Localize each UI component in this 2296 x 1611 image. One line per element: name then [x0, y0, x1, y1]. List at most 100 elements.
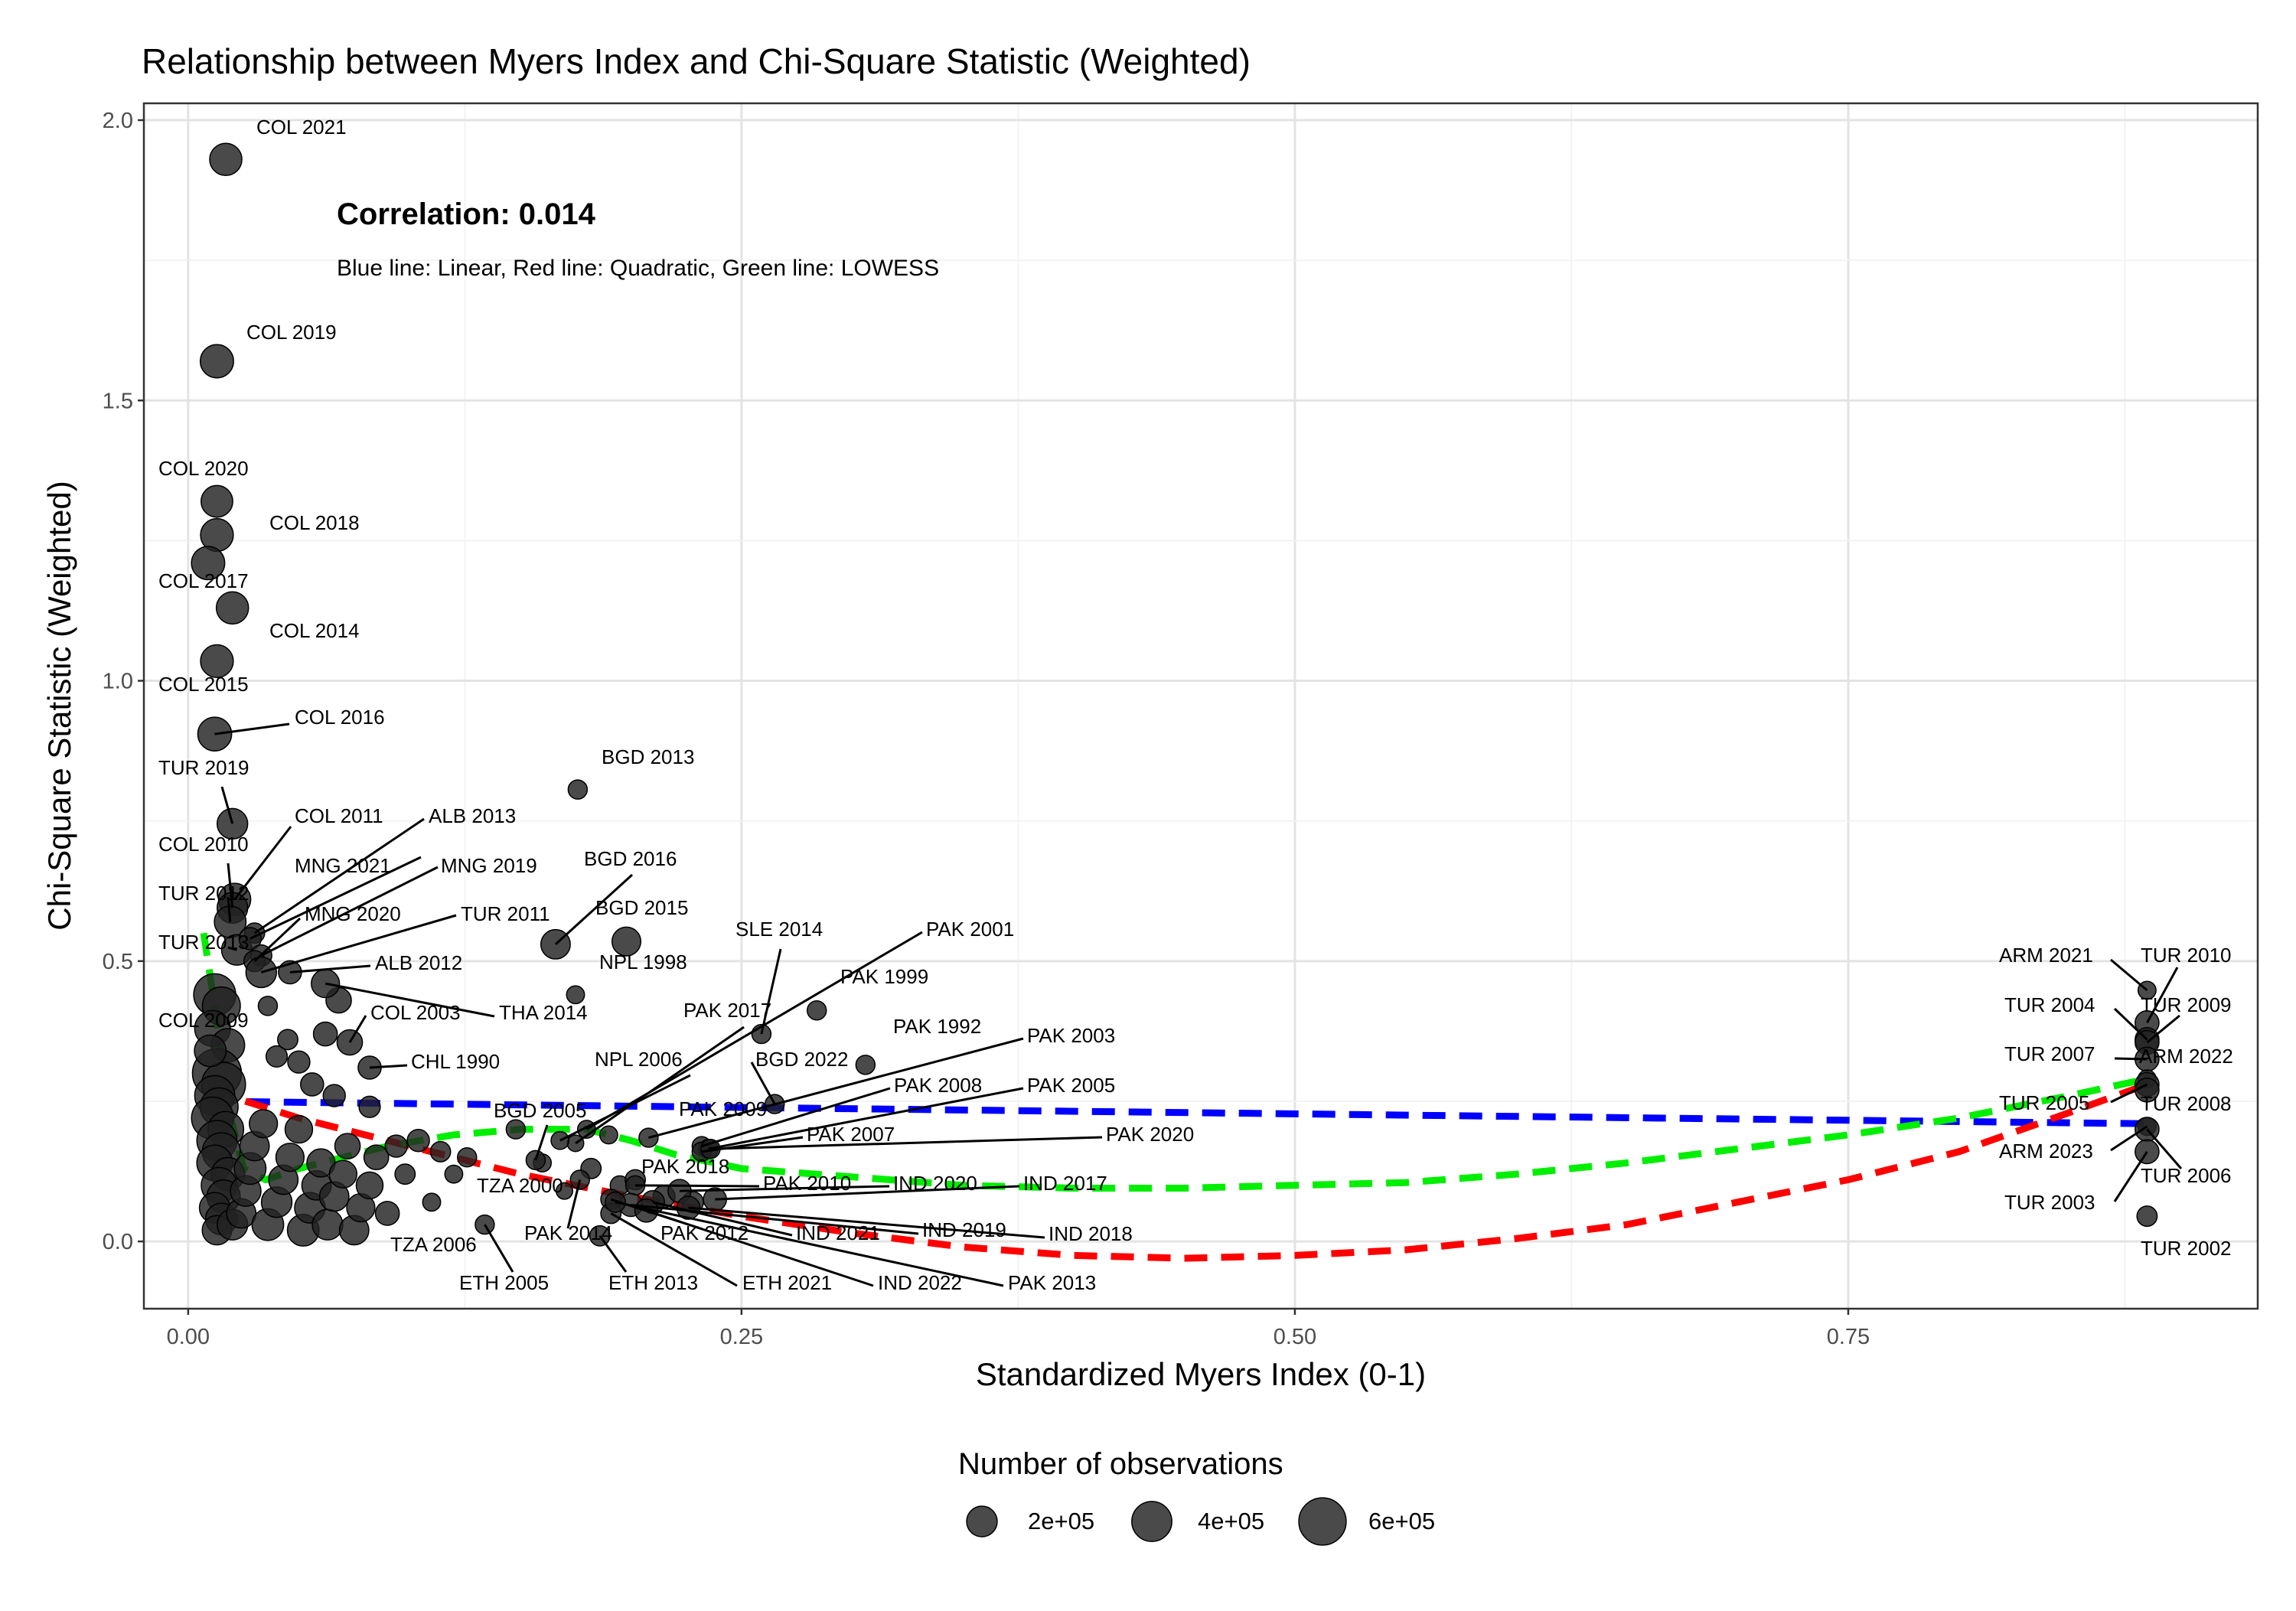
point-label: ARM 2021: [1999, 944, 2093, 967]
data-point: [806, 1000, 827, 1021]
data-point: [249, 1109, 279, 1139]
legend-swatch: [966, 1505, 998, 1538]
data-point: [287, 1050, 311, 1074]
fit-line-linear: [210, 1097, 2148, 1127]
data-point: [245, 956, 278, 989]
point-label: TUR 2012: [158, 882, 249, 905]
data-point: [334, 1133, 361, 1159]
label-leader: [652, 1201, 793, 1237]
data-point: [384, 1134, 408, 1158]
point-label: TUR 2009: [2141, 993, 2232, 1016]
data-point: [855, 1055, 876, 1075]
grid: [144, 103, 2258, 1309]
point-label: PAK 1999: [840, 965, 928, 988]
legend-title: Number of observations: [958, 1447, 1283, 1481]
plot-frame: [142, 102, 2259, 1310]
label-leader: [348, 1015, 367, 1043]
data-point: [444, 1164, 464, 1184]
label-leader: [214, 722, 290, 735]
point-label: COL 2020: [158, 457, 249, 480]
y-tick-label: 1.5: [103, 389, 133, 413]
data-point: [429, 1140, 452, 1163]
data-point: [322, 1084, 346, 1107]
data-point: [598, 1125, 618, 1145]
data-point: [328, 1159, 358, 1189]
point-label: PAK 2007: [807, 1123, 895, 1146]
point-label: TUR 2007: [2004, 1042, 2095, 1065]
label-leader: [484, 1224, 514, 1273]
label-leader: [325, 982, 495, 1018]
point-label: MNG 2021: [295, 854, 391, 877]
point-label: TUR 2019: [158, 756, 249, 779]
data-point: [394, 1163, 416, 1185]
point-label: ALB 2013: [429, 804, 516, 827]
point-label: COL 2010: [158, 833, 249, 856]
label-leader: [233, 826, 292, 901]
point-label: ALB 2012: [375, 951, 462, 974]
x-tick-label: 0.00: [167, 1325, 210, 1349]
point-label: MNG 2020: [305, 902, 401, 925]
point-label: PAK 2020: [1106, 1123, 1194, 1146]
data-point: [200, 484, 233, 518]
label-leader: [220, 786, 234, 824]
axis-ticks: 0.00 0.25 0.50 0.75 0.0 0.5 1.0 1.5 2.0: [103, 109, 1870, 1349]
data-point: [200, 644, 234, 679]
data-point: [406, 1129, 430, 1153]
point-label: BGD 2013: [602, 745, 694, 768]
label-leader: [610, 1212, 738, 1287]
point-label: PAK 2013: [1008, 1271, 1096, 1294]
point-label: TUR 2013: [158, 931, 249, 954]
point-label: PAK 2003: [1027, 1024, 1115, 1047]
label-leader: [227, 863, 234, 908]
legend-label: 6e+05: [1368, 1508, 1435, 1534]
data-point: [358, 1095, 381, 1118]
y-tick-label: 1.0: [103, 670, 133, 694]
data-point: [209, 142, 243, 177]
point-label: PAK 2017: [683, 999, 771, 1022]
point-label: BGD 2022: [755, 1048, 848, 1071]
data-point: [311, 968, 341, 999]
data-point: [505, 1119, 527, 1140]
label-leader: [2110, 1083, 2148, 1104]
data-point: [300, 1072, 325, 1097]
data-point: [215, 591, 249, 625]
data-point: [363, 1144, 390, 1171]
label-leader: [2113, 1007, 2148, 1041]
label-leader: [227, 946, 237, 951]
label-leader: [289, 964, 371, 973]
point-label: PAK 2009: [679, 1097, 767, 1120]
point-label: MNG 2019: [441, 854, 537, 877]
point-label: TUR 2011: [461, 902, 550, 925]
point-label: COL 2015: [158, 673, 249, 696]
chart-title: Relationship between Myers Index and Chi…: [142, 41, 1251, 81]
data-point: [555, 1182, 574, 1200]
point-label: TUR 2008: [2141, 1092, 2232, 1115]
point-label: NPL 2006: [595, 1048, 683, 1071]
x-axis-title: Standardized Myers Index (0-1): [976, 1356, 1426, 1392]
label-leader: [227, 896, 232, 922]
label-leader: [2146, 967, 2179, 1024]
legend-label: 4e+05: [1198, 1508, 1264, 1534]
point-label: TZA 2000: [477, 1174, 563, 1197]
y-tick-label: 2.0: [103, 109, 133, 133]
label-leader: [260, 914, 457, 973]
point-label: CHL 1990: [411, 1050, 500, 1073]
label-leader: [253, 817, 425, 934]
label-leader: [554, 873, 634, 945]
point-label: COL 2017: [158, 569, 249, 592]
point-label: PAK 2001: [926, 918, 1014, 941]
point-label: BGD 2005: [494, 1099, 586, 1122]
point-label: ETH 2013: [608, 1271, 698, 1294]
point-label: TUR 2003: [2004, 1191, 2095, 1214]
point-label: IND 2022: [878, 1271, 962, 1294]
legend-swatch: [1298, 1497, 1347, 1546]
point-label: PAK 1992: [893, 1015, 981, 1038]
data-point: [422, 1192, 442, 1212]
point-label: PAK 2005: [1027, 1074, 1115, 1097]
point-label: ETH 2021: [742, 1271, 832, 1294]
data-point: [311, 1208, 344, 1241]
data-point: [525, 1150, 546, 1171]
data-point: [567, 779, 589, 800]
